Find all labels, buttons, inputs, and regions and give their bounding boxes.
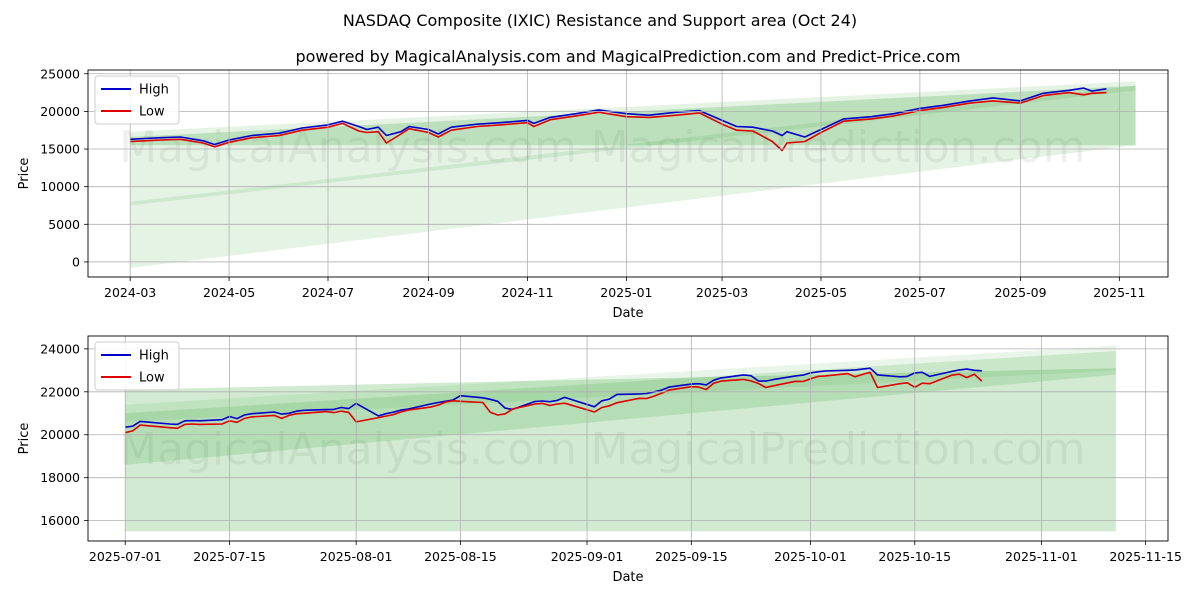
x-tick-label: 2025-05 xyxy=(795,285,847,300)
x-tick-label: 2025-11-15 xyxy=(1109,549,1182,564)
x-tick-label: 2025-07 xyxy=(894,285,946,300)
y-axis-label: Price xyxy=(17,158,32,190)
y-tick-label: 10000 xyxy=(40,179,80,194)
plot-area xyxy=(130,81,1136,268)
y-tick-label: 20000 xyxy=(40,104,80,119)
series-low-line xyxy=(125,371,983,434)
y-axis-label: Price xyxy=(17,423,32,455)
legend-high-label: High xyxy=(139,349,169,364)
x-tick-label: 2025-07-15 xyxy=(193,549,266,564)
y-tick-label: 18000 xyxy=(40,470,80,485)
band-0 xyxy=(125,368,1116,532)
band-1 xyxy=(130,85,1136,146)
x-tick-label: 2025-10-15 xyxy=(878,549,951,564)
series-high-line xyxy=(130,87,1107,146)
legend: High Low xyxy=(94,75,180,125)
x-tick-label: 2025-11-01 xyxy=(1005,549,1078,564)
legend: High Low xyxy=(94,341,180,391)
watermark-right: MagicalPrediction.com xyxy=(591,122,1086,173)
band-1 xyxy=(125,351,1116,465)
x-tick-label: 2025-07-01 xyxy=(89,549,162,564)
plot-frame xyxy=(87,69,1169,278)
chart-title: NASDAQ Composite (IXIC) Resistance and S… xyxy=(343,11,857,30)
y-tick-label: 0 xyxy=(72,254,80,269)
x-tick-label: 2025-09 xyxy=(994,285,1046,300)
x-tick-label: 2025-11 xyxy=(1093,285,1145,300)
x-tick-label: 2025-09-01 xyxy=(551,549,624,564)
y-tick-label: 25000 xyxy=(40,66,80,81)
series-high-line xyxy=(125,367,982,428)
series-low-line xyxy=(130,91,1107,152)
band-0 xyxy=(130,81,1136,268)
legend-high-label: High xyxy=(139,83,169,98)
legend-low-label: Low xyxy=(139,105,165,120)
watermark-left: MagicalAnalysis.com xyxy=(119,424,577,475)
x-tick-label: 2025-09-15 xyxy=(655,549,728,564)
y-tick-label: 16000 xyxy=(40,513,80,528)
x-axis-label: Date xyxy=(612,306,643,321)
band-2 xyxy=(125,345,1116,422)
x-tick-label: 2024-05 xyxy=(203,285,255,300)
y-tick-label: 22000 xyxy=(40,384,80,399)
x-tick-label: 2025-03 xyxy=(696,285,748,300)
y-tick-label: 24000 xyxy=(40,341,80,356)
plot-frame xyxy=(87,335,1169,542)
watermark-left: MagicalAnalysis.com xyxy=(119,122,577,173)
x-tick-label: 2024-03 xyxy=(104,285,156,300)
panel-bottom: MagicalAnalysis.com MagicalPrediction.com… xyxy=(17,335,1182,585)
y-tick-label: 20000 xyxy=(40,427,80,442)
y-tick-label: 15000 xyxy=(40,142,80,157)
x-tick-label: 2024-09 xyxy=(402,285,454,300)
x-tick-label: 2024-11 xyxy=(501,285,553,300)
legend-low-label: Low xyxy=(139,371,165,386)
watermark-right: MagicalPrediction.com xyxy=(591,424,1086,475)
plot-area xyxy=(125,345,1116,532)
x-tick-label: 2024-07 xyxy=(302,285,354,300)
y-tick-label: 5000 xyxy=(48,217,80,232)
x-tick-label: 2025-10-01 xyxy=(774,549,847,564)
panel-top: MagicalAnalysis.com MagicalPrediction.com… xyxy=(17,66,1169,321)
chart-subtitle: powered by MagicalAnalysis.com and Magic… xyxy=(295,47,960,66)
x-tick-label: 2025-08-15 xyxy=(424,549,497,564)
x-axis-label: Date xyxy=(612,570,643,585)
x-tick-label: 2025-08-01 xyxy=(320,549,393,564)
x-tick-label: 2025-01 xyxy=(600,285,652,300)
